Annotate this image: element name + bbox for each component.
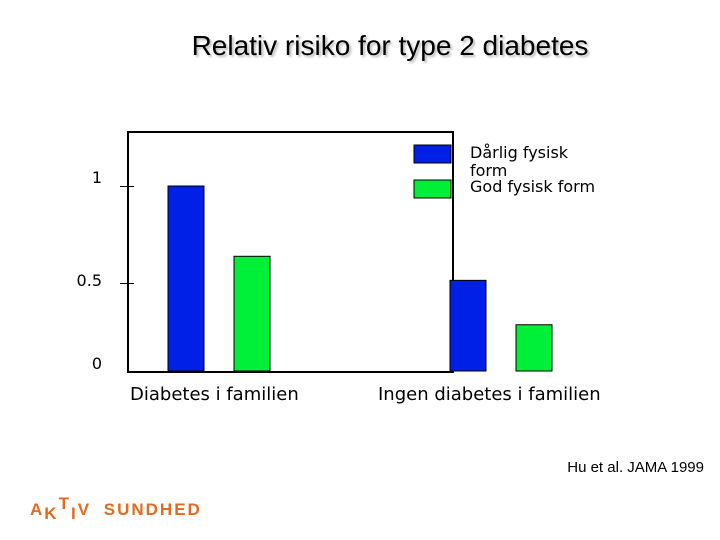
legend-swatch-good bbox=[413, 179, 452, 199]
plot-frame bbox=[127, 131, 454, 373]
bar-good-1 bbox=[233, 255, 271, 372]
y-tick-mark-0-5 bbox=[120, 283, 134, 284]
bar-good-2 bbox=[515, 324, 553, 372]
logo: AKTIV SUNDHED bbox=[30, 494, 202, 523]
bars-group bbox=[167, 185, 553, 372]
legend-label-poor-1: Dårlig fysisk bbox=[470, 143, 569, 162]
y-tick-label-1: 1 bbox=[91, 168, 102, 187]
y-tick-mark-1 bbox=[120, 186, 134, 187]
bar-poor-2 bbox=[449, 279, 487, 372]
legend-swatch-poor bbox=[413, 144, 452, 164]
y-tick-label-0: 0 bbox=[91, 354, 102, 373]
x-category-label-2: Ingen diabetes i familien bbox=[378, 384, 601, 405]
citation: Hu et al. JAMA 1999 bbox=[567, 459, 704, 476]
x-category-label-1: Diabetes i familien bbox=[130, 384, 299, 405]
y-tick-label-0-5: 0.5 bbox=[76, 271, 102, 290]
legend-label-good: God fysisk form bbox=[470, 177, 596, 196]
legend-label-poor-2: form bbox=[470, 161, 508, 180]
bar-poor-1 bbox=[167, 185, 205, 372]
chart-title: Relativ risiko for type 2 diabetes bbox=[191, 30, 589, 61]
